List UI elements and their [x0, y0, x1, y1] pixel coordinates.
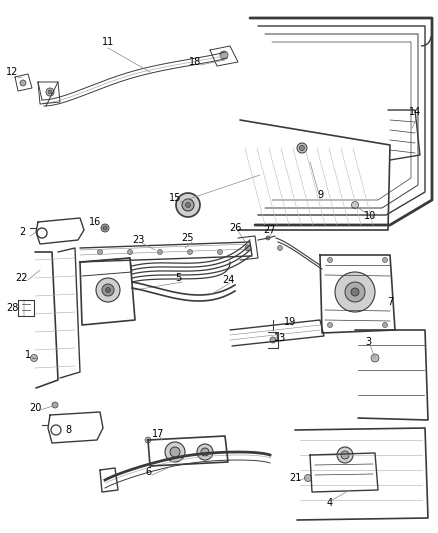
- Circle shape: [352, 201, 358, 208]
- Circle shape: [337, 447, 353, 463]
- Circle shape: [20, 80, 26, 86]
- Circle shape: [382, 257, 388, 262]
- Circle shape: [304, 474, 311, 481]
- Text: 26: 26: [229, 223, 241, 233]
- Circle shape: [96, 278, 120, 302]
- Circle shape: [201, 448, 209, 456]
- Text: 6: 6: [145, 467, 151, 477]
- Text: 23: 23: [132, 235, 144, 245]
- Circle shape: [245, 245, 251, 251]
- Text: 19: 19: [284, 317, 296, 327]
- Circle shape: [102, 284, 114, 296]
- Circle shape: [351, 288, 359, 296]
- Circle shape: [218, 249, 223, 254]
- Text: 12: 12: [6, 67, 18, 77]
- Text: 13: 13: [274, 333, 286, 343]
- Circle shape: [101, 224, 109, 232]
- Circle shape: [31, 354, 38, 361]
- Text: 10: 10: [364, 211, 376, 221]
- Text: 3: 3: [365, 337, 371, 347]
- Text: 11: 11: [102, 37, 114, 47]
- Circle shape: [335, 272, 375, 312]
- Text: 1: 1: [25, 350, 31, 360]
- Text: 5: 5: [175, 273, 181, 283]
- Text: 4: 4: [327, 498, 333, 508]
- Circle shape: [170, 447, 180, 457]
- Circle shape: [371, 354, 379, 362]
- Text: 17: 17: [152, 429, 164, 439]
- Circle shape: [278, 246, 283, 251]
- Circle shape: [127, 249, 133, 254]
- Text: 21: 21: [289, 473, 301, 483]
- Circle shape: [145, 437, 151, 443]
- Circle shape: [187, 249, 192, 254]
- Circle shape: [186, 203, 191, 207]
- Text: 16: 16: [89, 217, 101, 227]
- Text: 2: 2: [19, 227, 25, 237]
- Circle shape: [52, 402, 58, 408]
- Circle shape: [266, 236, 270, 240]
- Circle shape: [158, 249, 162, 254]
- Text: 9: 9: [317, 190, 323, 200]
- Circle shape: [382, 322, 388, 327]
- Circle shape: [176, 193, 200, 217]
- Text: 24: 24: [222, 275, 234, 285]
- Circle shape: [270, 337, 276, 343]
- Text: 18: 18: [189, 57, 201, 67]
- Circle shape: [328, 257, 332, 262]
- Circle shape: [328, 322, 332, 327]
- Circle shape: [297, 143, 307, 153]
- Circle shape: [341, 451, 349, 459]
- Circle shape: [345, 282, 365, 302]
- Text: 15: 15: [169, 193, 181, 203]
- Text: 7: 7: [387, 297, 393, 307]
- Circle shape: [165, 442, 185, 462]
- Circle shape: [182, 199, 194, 211]
- Circle shape: [48, 90, 52, 94]
- Circle shape: [46, 88, 54, 96]
- Circle shape: [106, 287, 110, 293]
- Circle shape: [220, 51, 228, 59]
- Circle shape: [103, 226, 107, 230]
- Circle shape: [98, 249, 102, 254]
- Circle shape: [300, 146, 304, 150]
- Text: 27: 27: [264, 225, 276, 235]
- Text: 28: 28: [6, 303, 18, 313]
- Text: 8: 8: [65, 425, 71, 435]
- Text: 14: 14: [409, 107, 421, 117]
- Circle shape: [197, 444, 213, 460]
- Text: 22: 22: [16, 273, 28, 283]
- Text: 20: 20: [29, 403, 41, 413]
- Text: 25: 25: [182, 233, 194, 243]
